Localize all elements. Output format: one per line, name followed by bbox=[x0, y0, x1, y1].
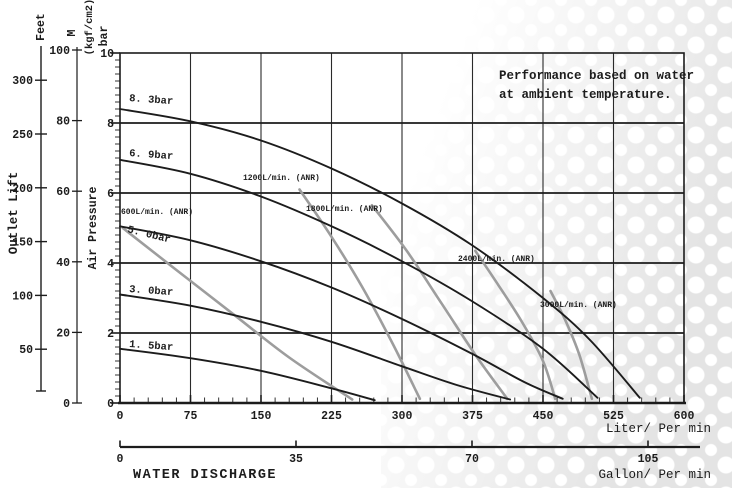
feet-axis: 300 250 200 150 100 50 bbox=[12, 46, 47, 392]
liter-tick-label: 375 bbox=[462, 410, 483, 423]
meters-axis-title: M bbox=[66, 29, 79, 36]
bar-tick-label: 2 bbox=[107, 328, 114, 341]
bar-tick-label: 4 bbox=[107, 258, 114, 271]
performance-note-line2: at ambient temperature. bbox=[499, 88, 672, 102]
meters-tick-label: 80 bbox=[56, 116, 70, 129]
feet-tick-label: 300 bbox=[12, 75, 33, 88]
meters-tick-label: 20 bbox=[56, 327, 70, 340]
liter-tick-label: 450 bbox=[533, 410, 554, 423]
pressure-curve-label-5.0: 5. 0bar bbox=[126, 224, 172, 246]
meters-tick-label: 40 bbox=[56, 257, 70, 270]
bar-tick-label: 6 bbox=[107, 188, 114, 201]
gallon-tick-label: 105 bbox=[638, 453, 659, 466]
air-curve-label-1800.: 1800L/min. (ANR) bbox=[306, 205, 383, 214]
air-curve-600. bbox=[121, 226, 354, 401]
liter-tick-label: 225 bbox=[321, 410, 342, 423]
air-curve-label-600.: 600L/min. (ANR) bbox=[121, 208, 193, 217]
feet-tick-label: 50 bbox=[19, 344, 33, 357]
pressure-curve-1.5 bbox=[119, 347, 376, 402]
liter-axis-title: Liter/ Per min bbox=[606, 422, 711, 436]
halftone-fade bbox=[380, 0, 732, 488]
liter-tick-label: 75 bbox=[184, 410, 198, 423]
liter-tick-label: 300 bbox=[392, 410, 413, 423]
pressure-curve-3.0 bbox=[119, 293, 512, 401]
gallon-tick-label: 0 bbox=[117, 453, 124, 466]
meters-axis: 100 80 60 40 20 0 bbox=[49, 45, 82, 411]
meters-tick-label: 0 bbox=[63, 398, 70, 411]
water-discharge-label: WATER DISCHARGE bbox=[133, 468, 277, 483]
liter-tick-label: 0 bbox=[117, 410, 124, 423]
bar-axis: 10 8 6 4 2 0 bbox=[100, 48, 120, 411]
outlet-lift-label: Outlet Lift bbox=[7, 172, 21, 255]
performance-note-line1: Performance based on water bbox=[499, 69, 694, 83]
feet-tick-label: 250 bbox=[12, 129, 33, 142]
feet-axis-title: Feet bbox=[35, 13, 48, 41]
bar-tick-label: 0 bbox=[107, 398, 114, 411]
plot-grid bbox=[120, 53, 684, 403]
pressure-curve-label-3.0: 3. 0bar bbox=[129, 284, 174, 299]
pressure-curves bbox=[119, 108, 641, 402]
curve-labels: 8. 3bar 6. 9bar 5. 0bar 3. 0bar 1. 5bar 600L/… bbox=[121, 93, 617, 354]
liter-tick-label: 150 bbox=[251, 410, 272, 423]
air-curve-3000. bbox=[549, 289, 594, 401]
pressure-curve-8.3 bbox=[119, 108, 641, 399]
meters-tick-label: 100 bbox=[49, 45, 70, 58]
air-curve-label-2400.: 2400L/min. (ANR) bbox=[458, 255, 535, 264]
pressure-curve-6.9 bbox=[119, 158, 599, 399]
pressure-curve-5.0 bbox=[119, 225, 564, 400]
air-curve-1800. bbox=[370, 204, 509, 401]
liter-axis: 0 75 150 225 300 375 450 525 600 bbox=[117, 395, 695, 423]
feet-tick-label: 100 bbox=[12, 290, 33, 303]
pressure-unit-kgf-label: (kgf/cm2) bbox=[84, 0, 96, 55]
bar-tick-label: 8 bbox=[107, 118, 114, 131]
liter-tick-label: 600 bbox=[674, 410, 695, 423]
air-pressure-axis-title: Air Pressure bbox=[87, 187, 100, 270]
pressure-curve-label-8.3: 8. 3bar bbox=[129, 93, 174, 108]
bar-tick-label: 10 bbox=[100, 48, 114, 61]
air-consumption-curves bbox=[121, 188, 594, 401]
halftone-dot-background bbox=[380, 0, 732, 488]
air-curve-label-1200.: 1200L/min. (ANR) bbox=[243, 174, 320, 183]
meters-tick-label: 60 bbox=[56, 186, 70, 199]
air-curve-2400. bbox=[474, 249, 557, 401]
liter-tick-label: 525 bbox=[603, 410, 624, 423]
feet-tick-label: 200 bbox=[12, 183, 33, 196]
gallon-axis-title: Gallon/ Per min bbox=[598, 468, 711, 482]
gallon-axis: 0 35 70 105 bbox=[117, 440, 700, 466]
pressure-unit-bar-label: bar bbox=[98, 26, 111, 47]
pressure-curve-label-6.9: 6. 9bar bbox=[129, 148, 174, 163]
feet-tick-label: 150 bbox=[12, 237, 33, 250]
gallon-tick-label: 35 bbox=[289, 453, 303, 466]
pressure-curve-label-1.5: 1. 5bar bbox=[129, 339, 174, 354]
air-curve-label-3000.: 3000L/min. (ANR) bbox=[540, 301, 617, 310]
gallon-tick-label: 70 bbox=[465, 453, 479, 466]
